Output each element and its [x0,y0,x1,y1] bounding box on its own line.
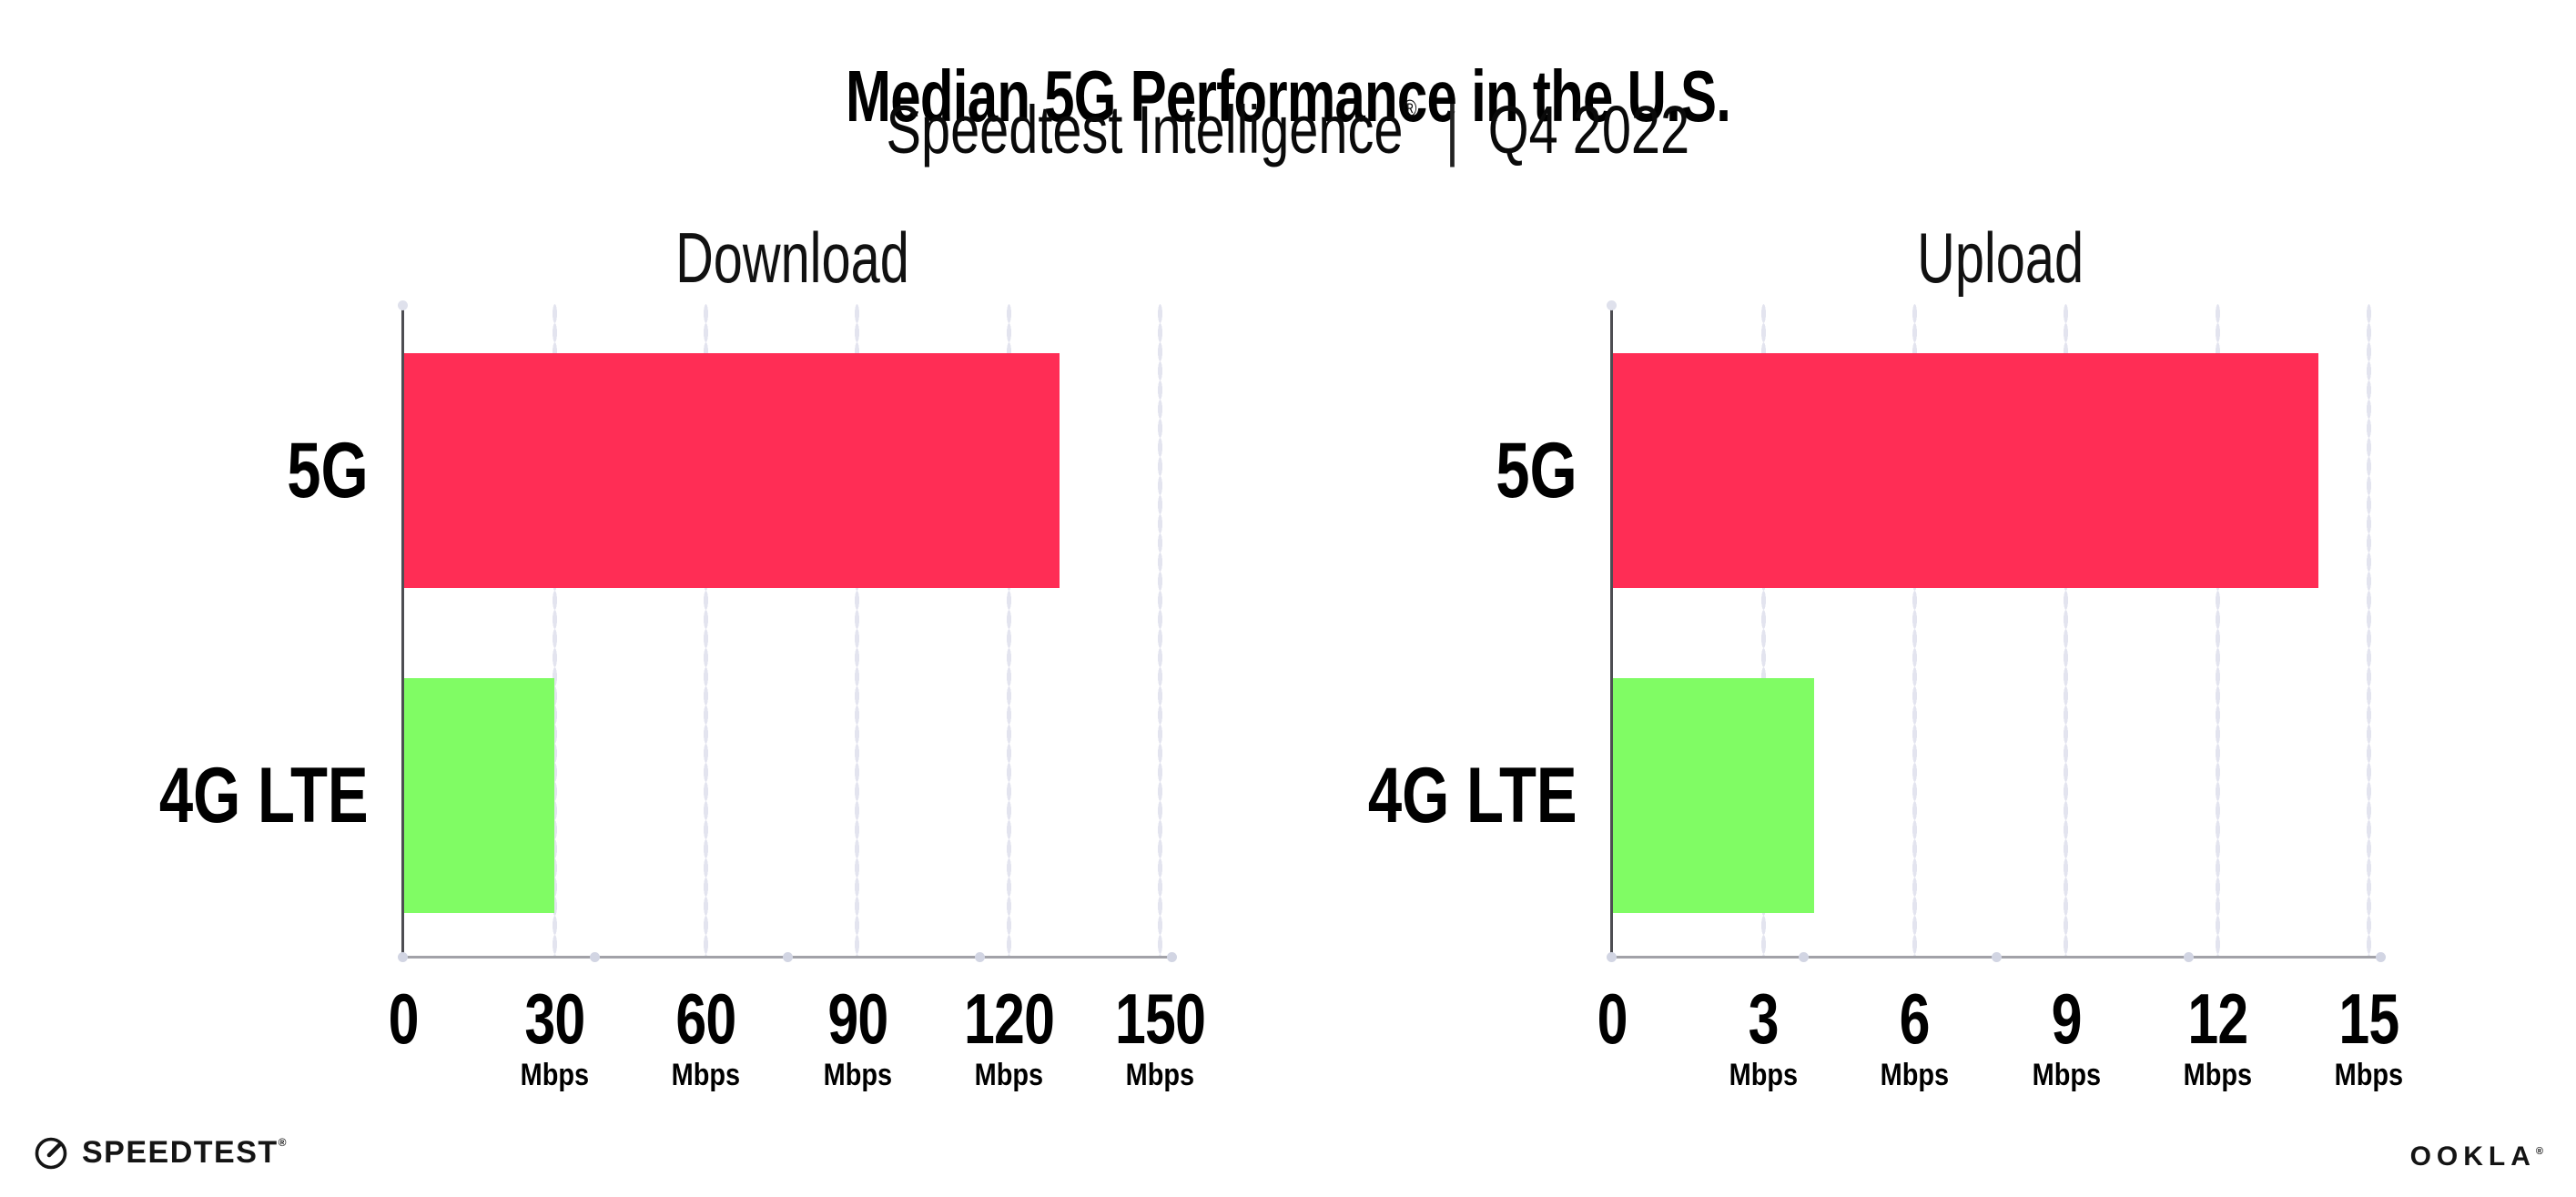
x-tick-30: 30 Mbps [468,979,641,1092]
x-tick-6: 6 Mbps [1829,979,2002,1092]
speedtest-wordmark: SPEEDTEST® [82,1134,289,1170]
category-label-4g-lte: 4G LTE [1368,751,1577,839]
x-tick-90: 90 Mbps [771,979,944,1092]
gridline-150 [1158,304,1162,956]
gridline-9 [2064,304,2069,956]
speedtest-gauge-icon [35,1137,67,1170]
page-subtitle: Speedtest Intelligence® | Q4 2022 [0,91,2576,168]
x-tick-9: 9 Mbps [1980,979,2153,1092]
speedtest-logo: SPEEDTEST® [33,1134,288,1171]
page-title: Median 5G Performance in the U.S. [845,55,1731,137]
x-tick-15: 15 Mbps [2283,979,2456,1092]
x-tick-unit: Mbps [2334,1058,2404,1092]
x-axis-dot [1607,952,1617,962]
x-axis-dot [1991,952,2002,962]
x-tick-unit: Mbps [1729,1058,1799,1092]
x-tick-12: 12 Mbps [2131,979,2304,1092]
gridline-60 [704,304,709,956]
x-axis-dot [782,952,793,962]
ookla-wordmark: OOKLA [2409,1141,2536,1172]
subtitle-product: Speedtest Intelligence [886,92,1404,167]
x-tick-value: 15 [2338,979,2399,1059]
x-tick-unit: Mbps [1125,1058,1195,1092]
chart-title: Download [674,218,909,298]
x-tick-value: 3 [1748,979,1780,1059]
speedtest-registered-mark: ® [278,1135,289,1149]
x-tick-unit: Mbps [671,1058,741,1092]
gridline-12 [2215,304,2220,956]
x-axis-dot [2376,952,2386,962]
value-axis-line [1610,304,1613,959]
x-tick-value: 0 [388,979,419,1059]
x-tick-60: 60 Mbps [620,979,793,1092]
bar-4g-lte [403,678,555,913]
x-tick-value: 6 [1900,979,1931,1059]
x-axis-dot [1799,952,1810,962]
x-tick-value: 150 [1114,979,1206,1059]
gridline-15 [2367,304,2371,956]
category-label-5g: 5G [1496,426,1577,514]
x-tick-value: 30 [524,979,585,1059]
x-tick-value: 9 [2051,979,2082,1059]
upload-chart: Upload 5G 4G LTE 0 3 Mbps 6 Mbps 9 Mbps 12 Mbps 15 Mb… [1368,0,2522,1197]
ookla-registered-mark: ® [2535,1146,2543,1157]
x-tick-unit: Mbps [2032,1058,2101,1092]
x-axis-line [398,952,1177,962]
x-axis-dot [1167,952,1177,962]
x-tick-unit: Mbps [520,1058,590,1092]
gridline-6 [1912,304,1918,956]
bar-4g-lte [1612,678,1814,913]
subtitle-period: Q4 2022 [1487,92,1690,167]
x-tick-unit: Mbps [823,1058,892,1092]
x-axis-dot [398,952,408,962]
category-label-4g-lte: 4G LTE [159,751,369,839]
download-chart: Download 5G 4G LTE 0 30 Mbps 60 Mbps 90 Mbps 120 Mb… [159,0,1313,1197]
x-tick-value: 0 [1597,979,1628,1059]
x-tick-unit: Mbps [2183,1058,2252,1092]
x-axis-dot [2183,952,2194,962]
x-tick-unit: Mbps [974,1058,1043,1092]
gridline-120 [1006,304,1011,956]
x-tick-3: 3 Mbps [1677,979,1850,1092]
value-axis-cap-dot [1607,300,1617,310]
x-tick-120: 120 Mbps [922,979,1095,1092]
x-axis-dot [590,952,601,962]
x-tick-0: 0 [317,979,490,1059]
category-label-5g: 5G [287,426,369,514]
registered-mark: ® [1403,95,1417,122]
gridline-90 [855,304,860,956]
chart-title: Upload [1917,218,2084,298]
x-tick-value: 60 [675,979,737,1059]
subtitle-separator: | [1445,92,1460,167]
bar-5g [403,353,1060,588]
x-tick-unit: Mbps [1880,1058,1950,1092]
x-axis-line [1607,952,2386,962]
x-tick-value: 90 [827,979,888,1059]
gridline-3 [1760,304,1766,956]
gridline-30 [552,304,557,956]
x-tick-0: 0 [1526,979,1699,1059]
bar-5g [1612,353,2319,588]
value-axis-line [401,304,404,959]
x-tick-value: 120 [963,979,1055,1059]
x-axis-dot [974,952,985,962]
value-axis-cap-dot [398,300,408,310]
ookla-logo: OOKLA® [2410,1141,2543,1172]
x-tick-value: 12 [2187,979,2248,1059]
x-tick-150: 150 Mbps [1074,979,1247,1092]
